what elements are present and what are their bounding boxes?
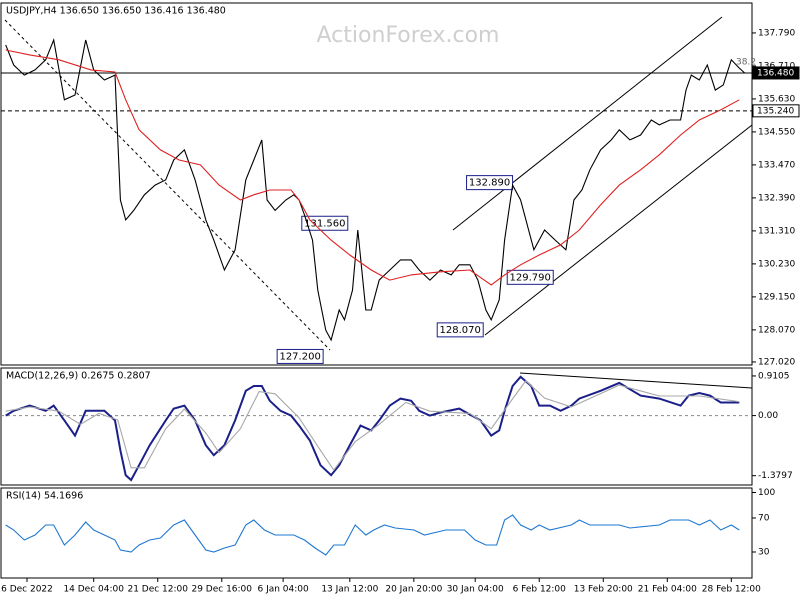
x-tick-label: 29 Dec 16:00: [191, 585, 252, 595]
y-tick-label: 130.230: [758, 259, 795, 269]
price-annotation-box: [506, 269, 554, 285]
series-line: [5, 38, 746, 342]
x-tick-label: 13 Feb 20:00: [574, 585, 633, 595]
panel-title: RSI(14) 54.1696: [6, 491, 83, 502]
y-tick-label: 0.9105: [758, 371, 790, 381]
panel-frame: [0, 487, 753, 579]
level-label: 136.480: [757, 68, 794, 78]
watermark: ActionForex.com: [317, 23, 500, 48]
price-annotation-label: 131.560: [304, 218, 345, 229]
y-tick-label: 30: [758, 547, 770, 557]
divergence-line: [519, 372, 753, 389]
x-tick-label: 21 Feb 04:00: [638, 585, 697, 595]
price-annotation-box: [276, 348, 324, 364]
series-line: [5, 514, 740, 556]
series-line: [5, 379, 740, 471]
y-tick-label: 136.710: [758, 61, 795, 71]
y-tick-label: 137.790: [758, 28, 795, 38]
y-tick-label: 100: [758, 488, 775, 498]
y-tick-label: 128.070: [758, 325, 795, 335]
x-tick-label: 13 Jan 12:00: [321, 585, 378, 595]
x-tick-label: 30 Jan 04:00: [447, 585, 504, 595]
price-annotation-box: [301, 215, 349, 231]
x-tick-label: 14 Dec 04:00: [63, 585, 124, 595]
price-annotation-label: 129.790: [510, 272, 551, 283]
trend-line: [4, 19, 331, 351]
level-box: [752, 66, 800, 80]
level-label: 135.240: [757, 106, 794, 116]
y-tick-label: 132.390: [758, 193, 795, 203]
fibo-label: 38.2: [736, 58, 756, 68]
y-tick-label: 129.150: [758, 292, 795, 302]
x-tick-label: 28 Feb 12:00: [702, 585, 761, 595]
y-tick-label: 133.470: [758, 160, 795, 170]
series-line: [5, 375, 740, 482]
price-annotation-label: 132.890: [469, 178, 510, 189]
x-tick-label: 20 Jan 20:00: [385, 585, 442, 595]
price-annotation-label: 128.070: [440, 325, 481, 336]
y-tick-label: 127.020: [758, 357, 795, 367]
y-tick-label: -1.3797: [758, 471, 793, 481]
channel-line: [484, 124, 753, 336]
y-tick-label: 135.630: [758, 94, 795, 104]
level-box: [752, 104, 800, 118]
y-tick-label: 134.550: [758, 127, 795, 137]
x-tick-label: 6 Dec 2022: [1, 585, 53, 595]
panel-frame: [0, 2, 753, 366]
channel-line: [452, 16, 723, 231]
panel-title: USDJPY,H4 136.650 136.650 136.416 136.48…: [6, 6, 226, 17]
panel-title: MACD(12,26,9) 0.2675 0.2807: [6, 371, 151, 382]
price-annotation-box: [466, 175, 514, 191]
y-tick-label: 0.00: [758, 411, 778, 421]
x-tick-label: 6 Feb 12:00: [513, 585, 567, 595]
y-tick-label: 131.310: [758, 226, 795, 236]
y-tick-label: 70: [758, 514, 770, 524]
series-line: [5, 49, 740, 286]
x-tick-label: 21 Dec 12:00: [127, 585, 188, 595]
panel-frame: [0, 367, 753, 486]
price-annotation-label: 127.200: [279, 351, 320, 362]
x-tick-label: 6 Jan 04:00: [257, 585, 309, 595]
price-annotation-box: [436, 322, 484, 338]
